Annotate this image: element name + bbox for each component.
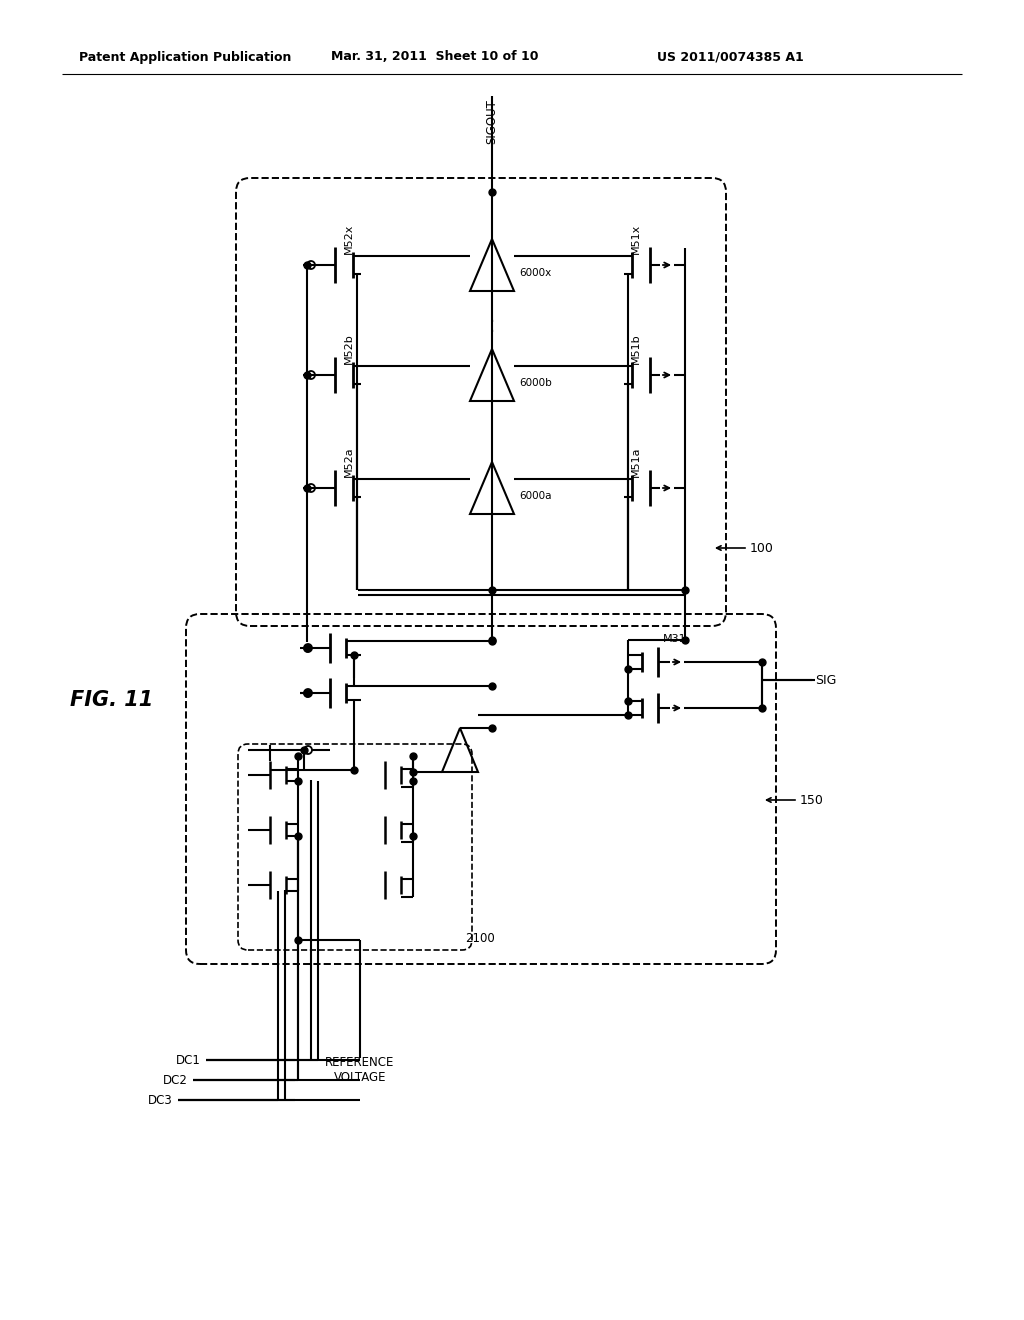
Text: FIG. 11: FIG. 11 — [71, 690, 154, 710]
Text: M52x: M52x — [344, 224, 354, 255]
Text: 6000x: 6000x — [519, 268, 551, 279]
Text: M51a: M51a — [631, 446, 641, 478]
Text: M31: M31 — [663, 634, 687, 644]
Text: ·: · — [488, 313, 496, 331]
Text: M51x: M51x — [631, 224, 641, 255]
Text: SIG: SIG — [815, 673, 837, 686]
Text: 6000b: 6000b — [519, 378, 552, 388]
Text: DC3: DC3 — [148, 1093, 173, 1106]
Text: Patent Application Publication: Patent Application Publication — [79, 50, 291, 63]
Text: M52a: M52a — [344, 446, 354, 478]
Text: REFERENCE
VOLTAGE: REFERENCE VOLTAGE — [326, 1056, 394, 1084]
Text: US 2011/0074385 A1: US 2011/0074385 A1 — [656, 50, 804, 63]
Text: Mar. 31, 2011  Sheet 10 of 10: Mar. 31, 2011 Sheet 10 of 10 — [331, 50, 539, 63]
Text: DC2: DC2 — [163, 1073, 188, 1086]
Text: M51b: M51b — [631, 334, 641, 364]
Text: DC1: DC1 — [176, 1053, 201, 1067]
Text: SIGOUT: SIGOUT — [485, 99, 499, 144]
Text: 6000a: 6000a — [519, 491, 552, 502]
Text: M52b: M52b — [344, 334, 354, 364]
Text: 100: 100 — [750, 541, 774, 554]
Text: 2100: 2100 — [465, 932, 495, 945]
Text: 150: 150 — [800, 793, 824, 807]
Text: ·: · — [488, 322, 496, 342]
